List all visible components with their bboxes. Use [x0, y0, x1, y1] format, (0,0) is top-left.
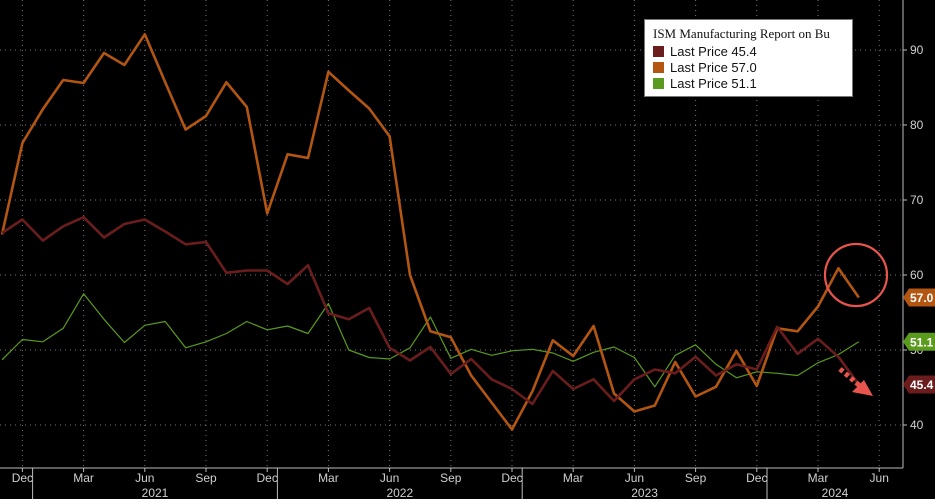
- end-label-text: 51.1: [910, 335, 934, 349]
- legend-item-1: Last Price 45.4: [653, 44, 757, 59]
- x-tick-label: Jun: [870, 471, 889, 485]
- year-label: 2022: [386, 486, 413, 499]
- legend-swatch: [653, 46, 664, 57]
- end-label-text: 57.0: [910, 291, 934, 305]
- end-label-bg: [903, 288, 935, 307]
- legend-swatch: [653, 78, 664, 89]
- y-axis: 405060708090: [903, 43, 924, 432]
- legend-item-3: Last Price 51.1: [653, 76, 757, 91]
- x-tick-label: Mar: [563, 471, 584, 485]
- y-tick-label: 40: [910, 418, 924, 432]
- x-tick-label: Jun: [625, 471, 644, 485]
- year-label: 2024: [822, 486, 849, 499]
- x-tick-label: Sep: [685, 471, 707, 485]
- y-tick-label: 60: [910, 268, 924, 282]
- legend-swatch: [653, 62, 664, 73]
- x-tick-label: Sep: [440, 471, 462, 485]
- series-line-2: [0, 32, 860, 431]
- x-tick-label: Dec: [501, 471, 522, 485]
- legend-label: Last Price 51.1: [670, 76, 757, 91]
- x-tick-label: Dec: [257, 471, 278, 485]
- x-tick-label: Dec: [746, 471, 767, 485]
- legend-label: Last Price 45.4: [670, 44, 757, 59]
- legend-title: ISM Manufacturing Report on Bu: [653, 26, 830, 41]
- legend-item-2: Last Price 57.0: [653, 60, 757, 75]
- end-label-3: 51.1: [903, 332, 935, 351]
- end-label-bg: [903, 332, 935, 351]
- down-arrow-icon: [838, 367, 873, 396]
- end-label-1: 45.4: [903, 375, 935, 394]
- y-tick-label: 90: [910, 43, 924, 57]
- series-line-1: [1, 215, 860, 406]
- highlight-annotations: [823, 242, 889, 396]
- x-tick-label: Sep: [195, 471, 217, 485]
- y-tick-label: 80: [910, 118, 924, 132]
- series-line-3: [1, 293, 860, 388]
- year-label: 2023: [631, 486, 658, 499]
- end-label-text: 45.4: [910, 378, 934, 392]
- legend-label: Last Price 57.0: [670, 60, 757, 75]
- legend: ISM Manufacturing Report on Bu Last Pric…: [644, 19, 853, 97]
- x-tick-label: Mar: [73, 471, 94, 485]
- x-axis: Dec Mar Jun Sep Dec Mar Jun Sep Dec Mar Jun Sep Dec M…: [12, 468, 889, 499]
- x-tick-label: Jun: [135, 471, 154, 485]
- x-tick-label: Mar: [318, 471, 339, 485]
- end-labels: 45.4 57.0 51.1: [903, 288, 935, 394]
- x-tick-label: Dec: [12, 471, 33, 485]
- year-label: 2021: [142, 486, 169, 499]
- series-lines: [0, 32, 860, 431]
- end-label-bg: [903, 375, 935, 394]
- x-tick-label: Jun: [380, 471, 399, 485]
- end-label-2: 57.0: [903, 288, 935, 307]
- y-tick-label: 70: [910, 193, 924, 207]
- x-tick-label: Mar: [808, 471, 829, 485]
- highlight-circle: [823, 242, 889, 308]
